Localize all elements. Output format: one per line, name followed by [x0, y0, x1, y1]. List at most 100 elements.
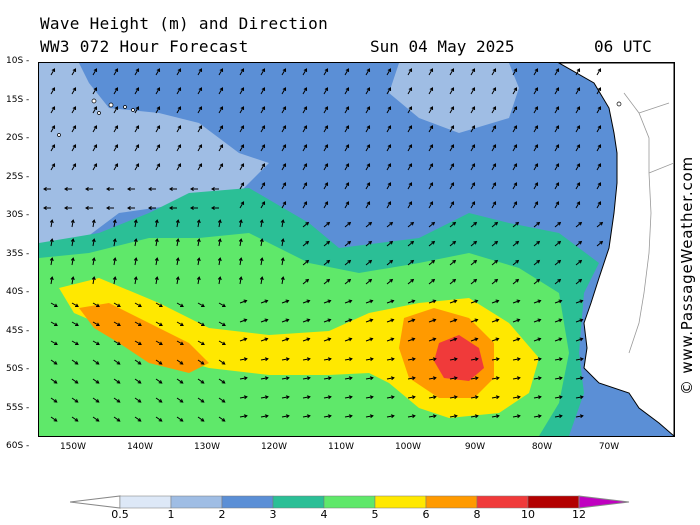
- direction-arrow: [512, 279, 519, 285]
- latitude-label: 60S -: [6, 441, 30, 451]
- direction-arrow: [491, 125, 496, 133]
- direction-arrow-head: [411, 395, 416, 400]
- direction-arrow: [218, 340, 226, 345]
- direction-arrow: [50, 220, 53, 228]
- direction-arrow: [302, 300, 310, 304]
- direction-arrow: [323, 222, 330, 228]
- direction-arrow-head: [148, 187, 152, 191]
- direction-arrow-head: [432, 299, 437, 304]
- direction-arrow-head: [348, 337, 353, 342]
- direction-arrow-head: [432, 414, 437, 419]
- direction-arrow: [323, 358, 331, 361]
- direction-arrow-head: [537, 299, 542, 304]
- direction-arrow: [50, 302, 58, 307]
- direction-arrow-head: [408, 106, 413, 110]
- direction-arrow-head: [259, 238, 264, 243]
- direction-arrow-head: [49, 238, 54, 243]
- direction-arrow-head: [51, 106, 56, 110]
- direction-arrow-head: [557, 240, 562, 245]
- direction-arrow: [575, 68, 580, 76]
- direction-arrow: [197, 416, 205, 422]
- direction-arrow-head: [450, 144, 455, 148]
- direction-arrow-head: [348, 357, 353, 362]
- direction-arrow-head: [219, 68, 224, 72]
- direction-arrow: [512, 241, 519, 247]
- direction-arrow-head: [93, 144, 98, 148]
- direction-arrow: [71, 359, 79, 365]
- direction-arrow-head: [474, 414, 479, 419]
- direction-arrow-head: [169, 206, 173, 210]
- direction-arrow: [449, 260, 456, 266]
- direction-arrow-head: [303, 182, 308, 186]
- direction-arrow-head: [280, 257, 285, 262]
- direction-arrow: [323, 415, 331, 418]
- direction-arrow-head: [70, 219, 75, 224]
- direction-arrow: [344, 279, 351, 285]
- latitude-label: 40S -: [6, 287, 30, 297]
- direction-arrow: [113, 144, 118, 152]
- direction-arrow-head: [576, 182, 581, 186]
- direction-arrow-head: [154, 276, 159, 281]
- direction-arrow-head: [495, 337, 500, 342]
- direction-arrow: [197, 302, 205, 307]
- direction-arrow: [491, 358, 499, 361]
- direction-arrow-head: [558, 318, 563, 323]
- direction-arrow: [407, 87, 412, 95]
- direction-arrow: [218, 68, 223, 76]
- direction-arrow: [323, 68, 328, 76]
- direction-arrow: [575, 144, 580, 152]
- scale-color-swatch: [272, 495, 325, 509]
- direction-arrow-head: [327, 395, 332, 400]
- direction-arrow: [176, 87, 181, 95]
- direction-arrow: [386, 87, 391, 95]
- direction-arrow: [71, 144, 76, 152]
- direction-arrow: [134, 220, 137, 228]
- direction-arrow-head: [70, 257, 75, 262]
- direction-arrow-head: [389, 240, 394, 245]
- direction-arrow-head: [53, 399, 58, 403]
- direction-arrow: [512, 182, 517, 190]
- direction-arrow: [449, 300, 457, 304]
- direction-arrow-head: [156, 144, 161, 148]
- direction-arrow: [470, 125, 475, 133]
- direction-arrow: [197, 163, 202, 171]
- direction-arrow: [533, 222, 540, 228]
- direction-arrow: [176, 340, 184, 345]
- direction-arrow: [323, 144, 328, 152]
- direction-arrow-head: [474, 357, 479, 362]
- direction-arrow-head: [240, 144, 245, 148]
- direction-arrow-head: [54, 341, 58, 346]
- direction-arrow-head: [175, 276, 180, 281]
- direction-arrow-head: [474, 337, 479, 342]
- direction-arrow: [554, 338, 562, 342]
- direction-arrow: [428, 106, 433, 114]
- direction-arrow: [92, 125, 97, 133]
- direction-arrow: [302, 68, 307, 76]
- scale-label: 2: [218, 508, 226, 521]
- direction-arrow: [365, 241, 372, 247]
- direction-arrow-head: [516, 357, 521, 362]
- direction-arrow: [155, 302, 163, 307]
- direction-arrow: [71, 239, 74, 247]
- direction-arrow: [134, 163, 139, 171]
- direction-arrow-head: [453, 357, 458, 362]
- direction-arrow: [281, 201, 286, 209]
- direction-arrow-head: [72, 125, 77, 129]
- direction-arrow-head: [285, 357, 290, 362]
- direction-arrow-head: [240, 201, 245, 205]
- direction-arrow-head: [429, 182, 434, 186]
- direction-arrow-head: [555, 163, 560, 167]
- direction-arrow: [554, 260, 561, 266]
- direction-arrow: [386, 260, 393, 266]
- direction-arrow-head: [156, 87, 161, 91]
- direction-arrow-head: [70, 276, 75, 281]
- direction-arrow: [71, 302, 79, 307]
- direction-arrow-head: [238, 219, 243, 224]
- direction-arrow-head: [285, 318, 290, 323]
- direction-arrow: [113, 163, 118, 171]
- direction-arrow-head: [211, 187, 215, 191]
- direction-arrow: [449, 163, 454, 171]
- longitude-label: 70W: [598, 442, 620, 452]
- direction-arrow-head: [117, 322, 121, 327]
- direction-arrow: [365, 87, 370, 95]
